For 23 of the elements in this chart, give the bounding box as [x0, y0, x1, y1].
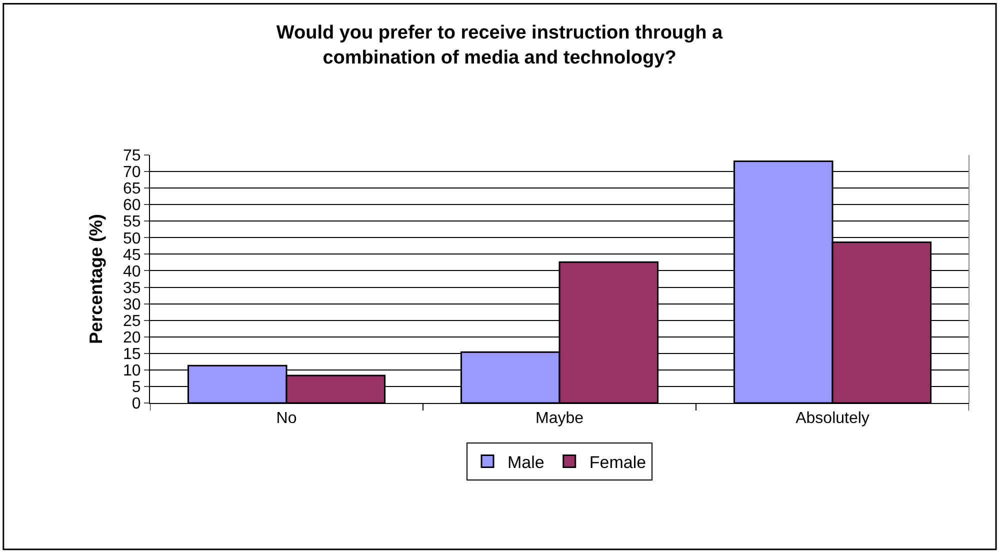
- chart-title: Would you prefer to receive instruction through a combination of media and technology?: [276, 22, 724, 68]
- y-tick-label: 0: [132, 396, 141, 413]
- y-tick-label: 60: [123, 197, 141, 214]
- y-tick-label: 50: [123, 230, 141, 248]
- legend-label: Male: [508, 452, 544, 472]
- y-tick-label: 65: [123, 180, 141, 198]
- y-tick-label: 45: [123, 246, 141, 264]
- y-tick-label: 25: [123, 312, 141, 330]
- y-tick-label: 5: [132, 379, 141, 396]
- y-tick-label: 75: [123, 148, 141, 165]
- y-tick-label: 35: [123, 280, 141, 297]
- x-tick-label: Maybe: [535, 410, 584, 428]
- x-tick-label: No: [276, 410, 297, 428]
- y-tick-label: 15: [123, 346, 141, 363]
- y-tick-label: 20: [123, 329, 141, 346]
- legend-label: Female: [589, 452, 646, 472]
- y-tick-label: 10: [123, 362, 141, 380]
- y-tick-label: 70: [123, 164, 141, 182]
- x-tick-label: Absolutely: [796, 410, 870, 428]
- y-tick-label: 40: [123, 263, 141, 280]
- y-tick-label: 30: [123, 296, 141, 314]
- y-tick-label: 55: [123, 214, 141, 231]
- y-axis-title: Percentage (%): [86, 214, 106, 344]
